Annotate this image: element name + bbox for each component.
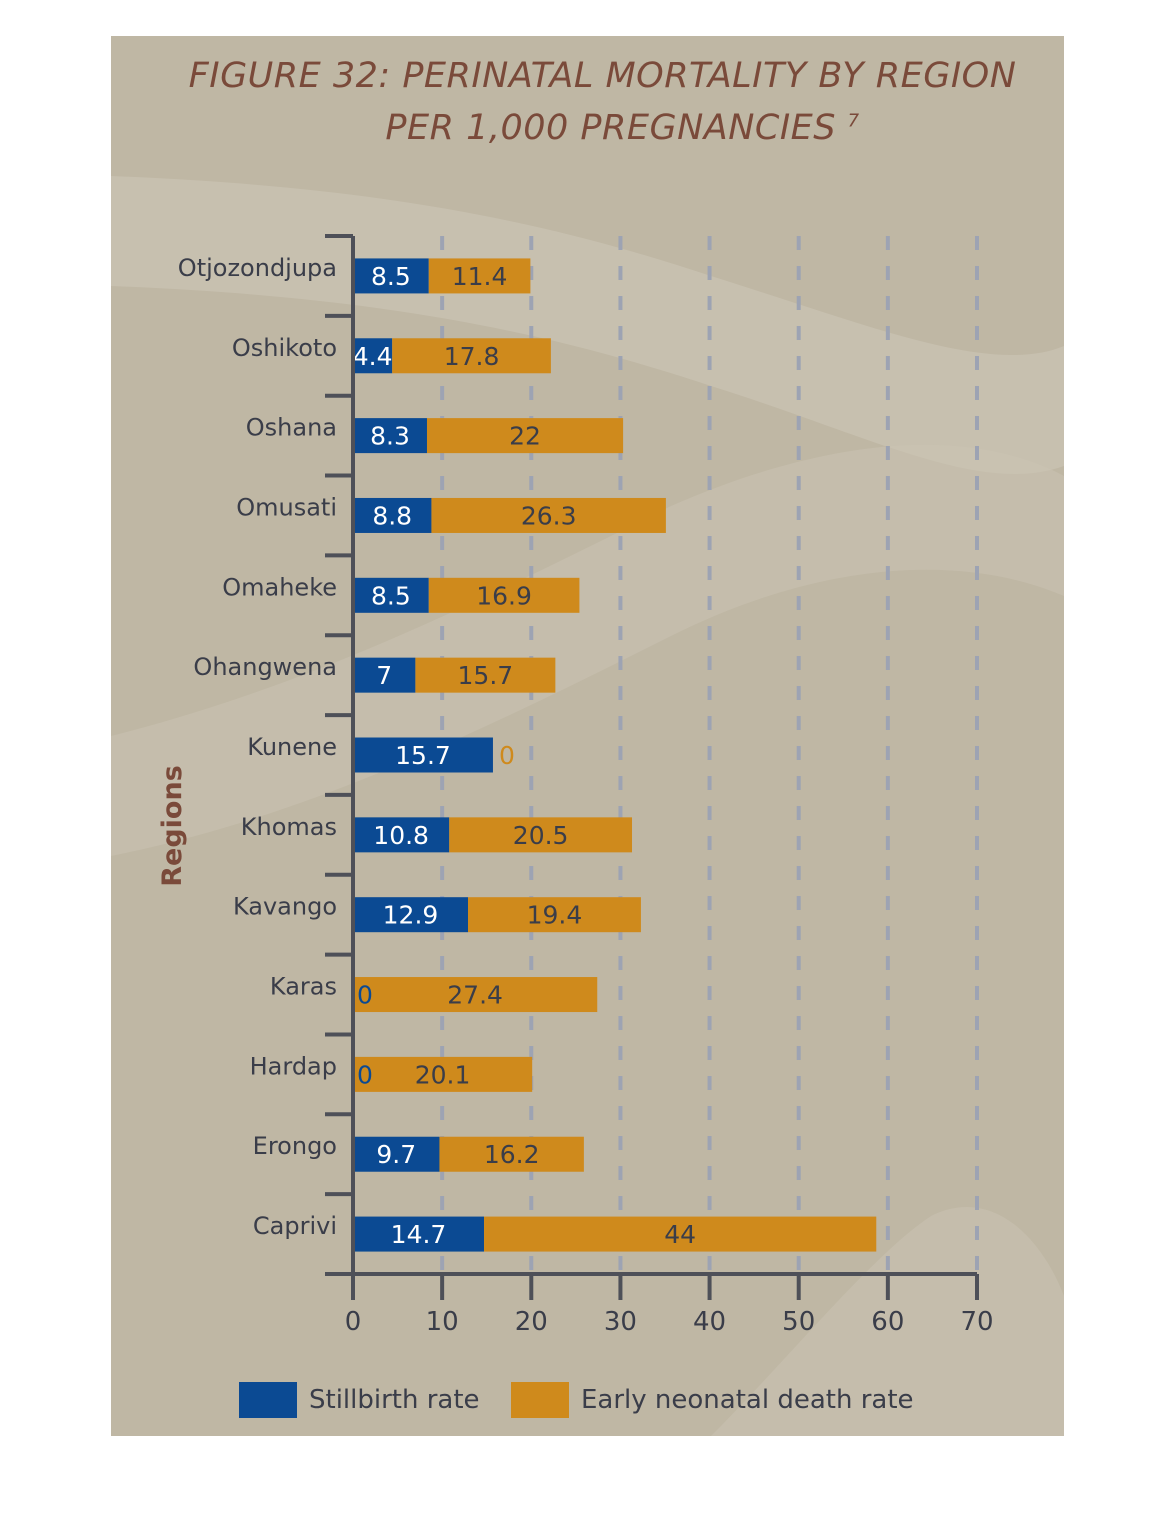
legend-label-neonatal: Early neonatal death rate	[581, 1385, 914, 1415]
bar-stillbirth	[353, 1136, 440, 1172]
data-label-stillbirth: 8.5	[371, 262, 411, 291]
x-tick-label: 20	[515, 1307, 548, 1337]
bar-stillbirth	[353, 657, 416, 693]
x-tick-label: 30	[604, 1307, 637, 1337]
category-label: Oshana	[246, 414, 337, 442]
data-label-neonatal: 19.4	[527, 901, 583, 930]
legend-swatch-neonatal	[511, 1382, 569, 1418]
bar-neonatal	[392, 338, 551, 374]
data-label-stillbirth: 9.7	[376, 1140, 416, 1169]
data-label-stillbirth: 8.5	[371, 581, 411, 610]
data-label-neonatal: 16.2	[484, 1140, 540, 1169]
bar-neonatal	[415, 657, 556, 693]
data-label-stillbirth: 10.8	[373, 821, 429, 850]
legend-swatch-stillbirth	[239, 1382, 297, 1418]
y-axis-title: Regions	[157, 765, 188, 887]
category-label: Erongo	[253, 1132, 337, 1160]
bar-neonatal	[431, 497, 666, 533]
data-label-neonatal: 20.1	[415, 1060, 471, 1089]
data-label-stillbirth: 15.7	[395, 741, 451, 770]
data-label-neonatal: 26.3	[521, 501, 577, 530]
data-label-stillbirth: 8.8	[372, 501, 412, 530]
bar-neonatal	[484, 1216, 877, 1252]
category-label: Ohangwena	[193, 653, 337, 681]
x-tick-label: 70	[960, 1307, 993, 1337]
category-label: Oshikoto	[232, 334, 337, 362]
bar-stillbirth	[353, 1216, 485, 1252]
legend-label-stillbirth: Stillbirth rate	[309, 1385, 480, 1415]
bar-stillbirth	[353, 258, 429, 294]
data-label-stillbirth: 8.3	[370, 422, 410, 451]
bar-neonatal	[439, 1136, 584, 1172]
bar-neonatal	[428, 577, 580, 613]
x-tick-label: 40	[693, 1307, 726, 1337]
category-label: Karas	[270, 973, 337, 1001]
data-label-neonatal: 16.9	[476, 581, 532, 610]
data-label-neonatal: 11.4	[452, 262, 508, 291]
data-label-neonatal: 27.4	[447, 981, 503, 1010]
chart-svg: 8.5 11.4 4.4 17.8 8.3 22 8.8 26.3 8.5 16.9 7 15.7 15…	[111, 36, 1064, 1436]
background-wave	[111, 176, 1064, 475]
bar-neonatal	[353, 977, 598, 1013]
bar-neonatal	[428, 258, 531, 294]
bar-neonatal	[467, 897, 641, 933]
chart-title-line2: PER 1,000 PREGNANCIES 7	[111, 108, 1064, 148]
bar-neonatal	[426, 418, 624, 454]
chart-title-line1: FIGURE 32: PERINATAL MORTALITY BY REGION	[188, 56, 1017, 96]
title-footnote: 7	[847, 110, 860, 132]
data-label-neonatal: 22	[509, 422, 541, 451]
x-tick-label: 60	[871, 1307, 904, 1337]
data-label-stillbirth: 0	[357, 1060, 373, 1089]
x-tick-label: 10	[426, 1307, 459, 1337]
category-label: Caprivi	[253, 1212, 337, 1240]
bar-stillbirth	[353, 577, 429, 613]
category-label: Hardap	[250, 1052, 337, 1080]
data-label-stillbirth: 14.7	[391, 1220, 447, 1249]
chart-title-line2-text: PER 1,000 PREGNANCIES	[385, 108, 836, 148]
data-label-neonatal: 15.7	[458, 661, 514, 690]
category-label: Khomas	[241, 813, 337, 841]
bar-stillbirth	[353, 497, 432, 533]
data-label-stillbirth: 0	[357, 981, 373, 1010]
data-label-neonatal: 17.8	[444, 342, 500, 371]
category-label: Kavango	[233, 893, 337, 921]
data-label-stillbirth: 7	[376, 661, 392, 690]
data-label-stillbirth: 12.9	[383, 901, 439, 930]
category-label: Omusati	[236, 493, 337, 521]
bar-stillbirth	[353, 737, 493, 773]
bar-neonatal	[449, 817, 633, 853]
x-tick-label: 50	[782, 1307, 815, 1337]
bar-neonatal	[353, 1056, 533, 1092]
data-label-stillbirth: 4.4	[353, 342, 393, 371]
category-label: Otjozondjupa	[178, 254, 337, 282]
chart-panel: 8.5 11.4 4.4 17.8 8.3 22 8.8 26.3 8.5 16.9 7 15.7 15…	[111, 36, 1064, 1436]
data-label-neonatal: 20.5	[513, 821, 569, 850]
bar-stillbirth	[353, 418, 427, 454]
x-tick-label: 0	[345, 1307, 362, 1337]
data-label-neonatal: 44	[664, 1220, 696, 1249]
category-label: Kunene	[247, 733, 337, 761]
background-wave	[111, 444, 1064, 856]
bar-stillbirth	[353, 338, 393, 374]
bar-stillbirth	[353, 817, 450, 853]
data-label-neonatal: 0	[499, 741, 515, 770]
category-label: Omaheke	[222, 573, 337, 601]
bar-stillbirth	[353, 897, 468, 933]
